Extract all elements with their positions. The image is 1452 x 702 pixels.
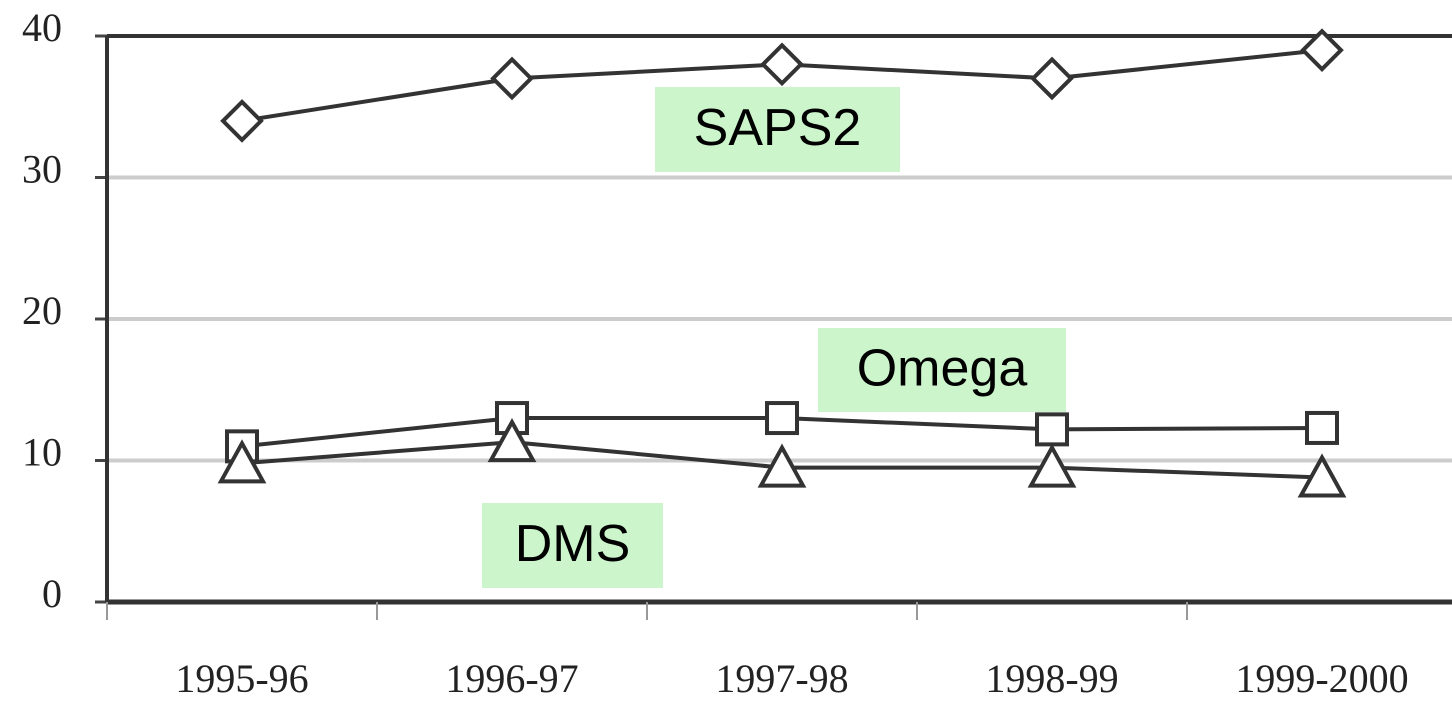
y-tick-label: 30	[22, 147, 62, 192]
x-tick-label: 1998-99	[985, 656, 1118, 701]
x-tick-label: 1996-97	[445, 656, 578, 701]
x-tick-label: 1995-96	[175, 656, 308, 701]
x-tick-label: 1999-2000	[1235, 656, 1408, 701]
series-label: SAPS2	[694, 99, 862, 157]
series-label: DMS	[515, 515, 631, 573]
marker	[1030, 56, 1074, 101]
y-tick-label: 40	[22, 5, 62, 50]
y-tick-label: 20	[22, 288, 62, 333]
series	[217, 417, 1347, 498]
series-label: Omega	[857, 340, 1028, 398]
marker	[765, 401, 799, 436]
marker	[1035, 412, 1069, 447]
x-tick-label: 1997-98	[715, 656, 848, 701]
series-label-bg	[818, 328, 1066, 412]
series	[225, 401, 1339, 464]
marker	[1305, 410, 1339, 445]
series	[220, 28, 1344, 143]
series-label-bg	[655, 87, 900, 172]
y-tick-label: 0	[42, 571, 62, 616]
marker	[220, 99, 264, 143]
marker	[757, 443, 807, 488]
marker	[760, 42, 804, 87]
marker	[490, 56, 534, 101]
marker	[1027, 443, 1077, 488]
marker	[1297, 453, 1347, 498]
marker	[217, 439, 267, 484]
marker	[487, 417, 537, 463]
series-label-bg	[482, 503, 663, 588]
marker	[1300, 28, 1344, 72]
y-tick-label: 10	[22, 430, 62, 475]
